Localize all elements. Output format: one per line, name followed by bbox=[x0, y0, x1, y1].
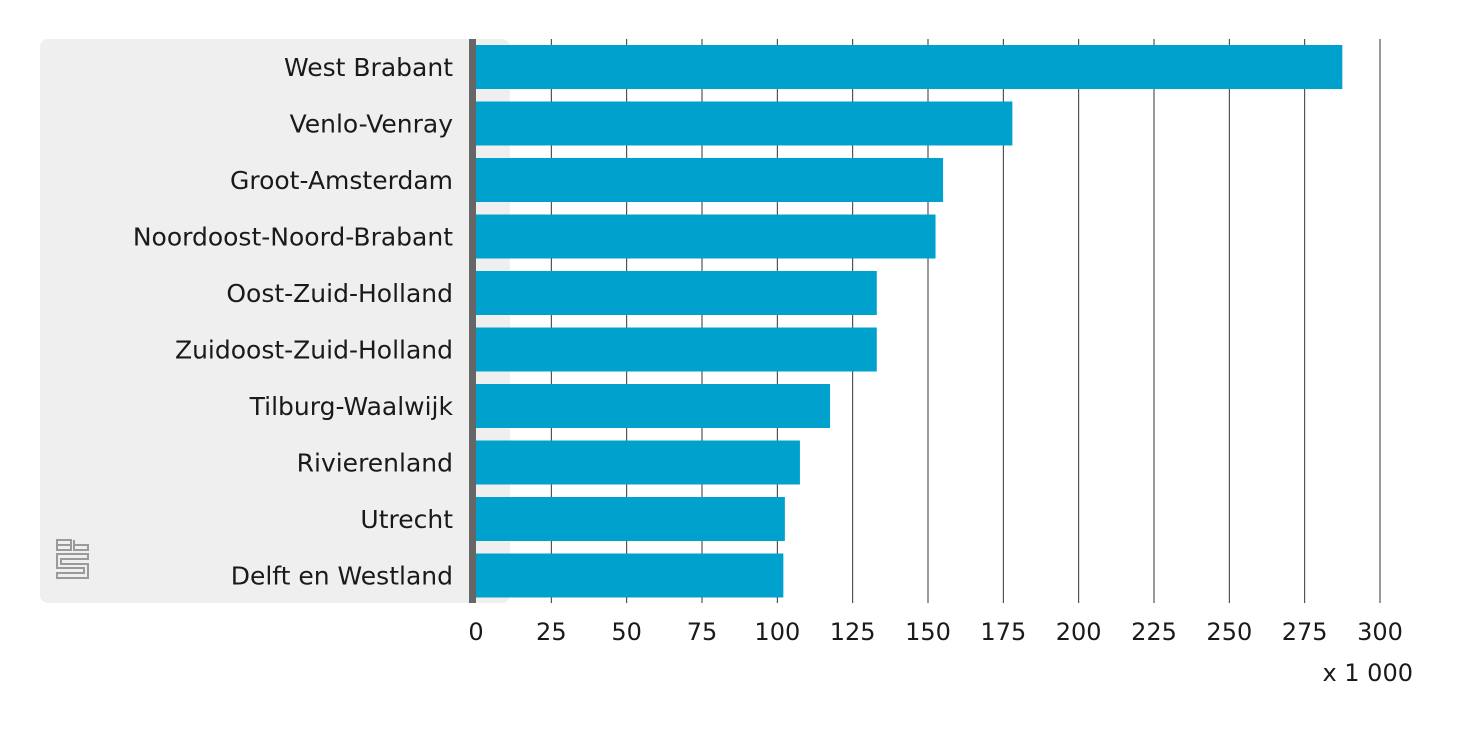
cbs-logo-icon bbox=[56, 539, 89, 579]
x-tick-label: 300 bbox=[1357, 618, 1403, 646]
category-label: Zuidoost-Zuid-Holland bbox=[175, 336, 453, 365]
bar bbox=[476, 101, 1013, 146]
x-axis-unit-label: x 1 000 bbox=[1322, 659, 1413, 687]
bar bbox=[476, 553, 784, 598]
x-tick-label: 275 bbox=[1282, 618, 1328, 646]
category-labels: West Brabant Venlo-Venray Groot-Amsterdam N… bbox=[133, 53, 454, 591]
x-tick-label: 75 bbox=[687, 618, 718, 646]
bar bbox=[476, 497, 785, 541]
x-tick-label: 100 bbox=[754, 618, 800, 646]
x-tick-labels: 0 25 50 75 100 125 150 175 200 225 250 275 300 bbox=[468, 618, 1403, 646]
bar bbox=[476, 214, 936, 259]
bar bbox=[476, 45, 1343, 89]
category-label: Noordoost-Noord-Brabant bbox=[133, 223, 453, 252]
category-label: Utrecht bbox=[360, 505, 453, 534]
y-axis-line bbox=[469, 39, 476, 603]
category-label: Oost-Zuid-Holland bbox=[226, 279, 453, 308]
x-tick-label: 125 bbox=[830, 618, 876, 646]
x-tick-label: 200 bbox=[1056, 618, 1102, 646]
x-tick-label: 175 bbox=[980, 618, 1026, 646]
category-label: Rivierenland bbox=[297, 449, 453, 478]
category-label: Delft en Westland bbox=[231, 562, 453, 591]
category-label: Groot-Amsterdam bbox=[230, 166, 453, 195]
bar bbox=[476, 271, 877, 315]
x-tick-label: 50 bbox=[611, 618, 642, 646]
bars bbox=[476, 45, 1343, 598]
x-tick-label: 225 bbox=[1131, 618, 1177, 646]
bar bbox=[476, 158, 944, 202]
x-tick-label: 150 bbox=[905, 618, 951, 646]
category-label: Venlo-Venray bbox=[290, 110, 454, 139]
label-panel bbox=[40, 39, 510, 603]
bar bbox=[476, 327, 877, 372]
bar bbox=[476, 440, 800, 485]
category-label: Tilburg-Waalwijk bbox=[249, 392, 454, 421]
x-tick-label: 25 bbox=[536, 618, 567, 646]
x-tick-label: 250 bbox=[1206, 618, 1252, 646]
category-label: West Brabant bbox=[284, 53, 453, 82]
bar bbox=[476, 384, 831, 428]
x-tick-label: 0 bbox=[468, 618, 483, 646]
